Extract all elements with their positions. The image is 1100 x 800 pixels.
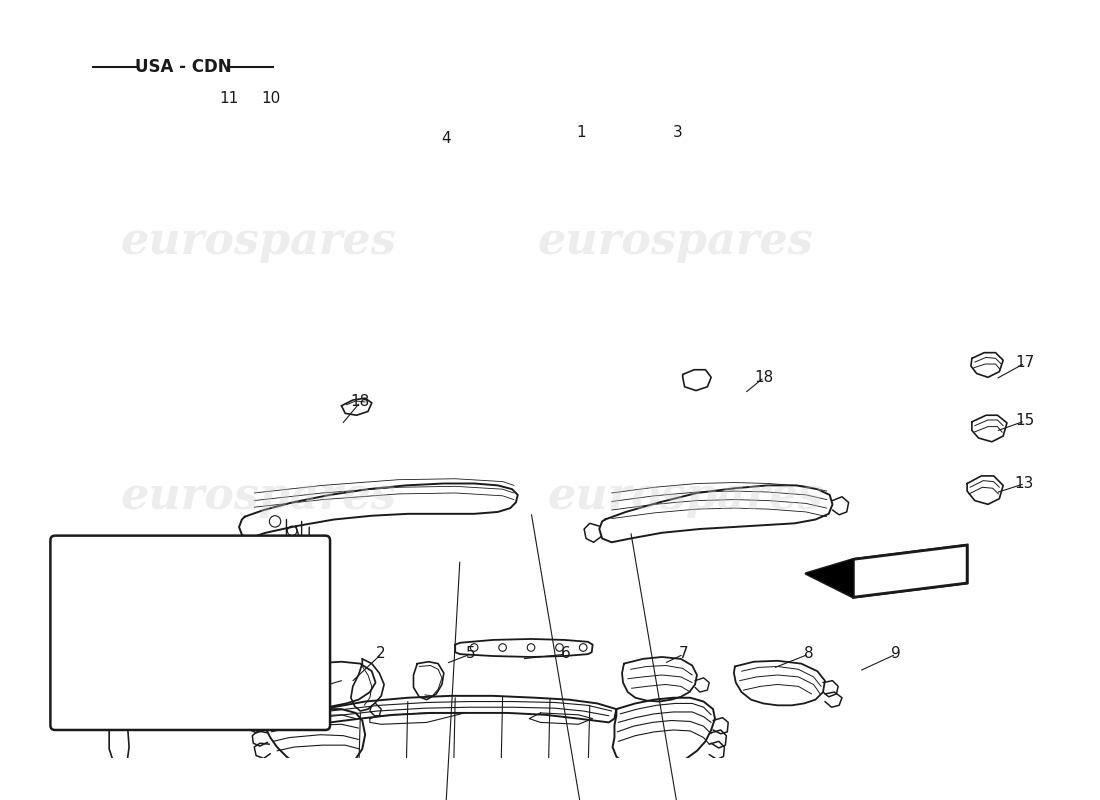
FancyBboxPatch shape bbox=[51, 536, 330, 730]
Polygon shape bbox=[806, 559, 854, 598]
Text: USA - CDN: USA - CDN bbox=[134, 58, 231, 76]
Polygon shape bbox=[854, 545, 967, 598]
Text: eurospares: eurospares bbox=[537, 220, 813, 262]
Text: 6: 6 bbox=[561, 646, 571, 662]
Text: 9: 9 bbox=[891, 646, 901, 662]
Text: 4: 4 bbox=[441, 130, 451, 146]
Text: 10: 10 bbox=[261, 91, 280, 106]
Text: 3: 3 bbox=[672, 126, 682, 140]
Text: 13: 13 bbox=[1015, 476, 1034, 491]
Text: 14: 14 bbox=[163, 646, 183, 662]
Text: 7: 7 bbox=[679, 646, 689, 662]
Text: 11: 11 bbox=[219, 91, 239, 106]
Text: 15: 15 bbox=[1015, 414, 1034, 429]
Text: 16: 16 bbox=[251, 646, 270, 662]
Text: 8: 8 bbox=[804, 646, 813, 662]
Text: 2: 2 bbox=[376, 646, 386, 662]
Text: eurospares: eurospares bbox=[548, 475, 824, 518]
Text: 1: 1 bbox=[576, 126, 586, 140]
Text: 18: 18 bbox=[755, 370, 773, 385]
Text: 18: 18 bbox=[351, 394, 370, 410]
Text: 12: 12 bbox=[100, 646, 120, 662]
Text: eurospares: eurospares bbox=[120, 475, 396, 518]
Text: 5: 5 bbox=[466, 646, 475, 662]
Text: eurospares: eurospares bbox=[120, 220, 396, 262]
Text: 17: 17 bbox=[1015, 355, 1034, 370]
